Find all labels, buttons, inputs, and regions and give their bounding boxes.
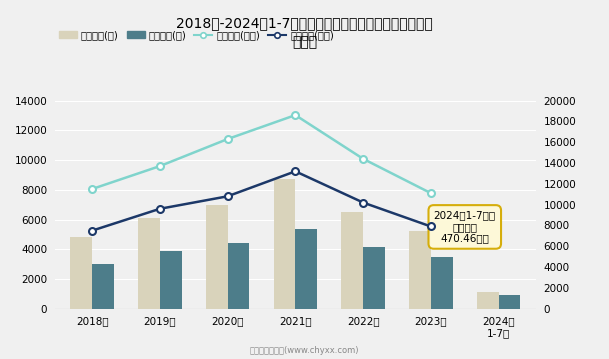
Bar [273,180,295,309]
Bar [477,292,499,309]
Bar [295,229,317,309]
Legend: 出让宗数(宗), 成交宗数(宗), 出让面积(万㎡), 成交面积(万㎡): 出让宗数(宗), 成交宗数(宗), 出让面积(万㎡), 成交面积(万㎡) [55,27,338,45]
Bar [71,237,92,309]
Line: 出让面积(万㎡): 出让面积(万㎡) [88,112,434,197]
Bar [342,212,363,309]
Bar [206,205,228,309]
Bar [499,295,520,309]
出让面积(万㎡) [88,187,96,191]
成交面积(万㎡) [156,207,163,211]
Bar [160,251,181,309]
Text: 2024年1-7月末
成交面积
470.46万㎡: 2024年1-7月末 成交面积 470.46万㎡ [434,210,496,243]
出让面积(万㎡) [428,191,435,195]
出让面积(万㎡) [156,164,163,168]
出让面积(万㎡) [224,137,231,141]
Text: 2018年-2024年1-7月贵州省全部用地土地供应与成交情况
统计图: 2018年-2024年1-7月贵州省全部用地土地供应与成交情况 统计图 [176,16,433,50]
Text: 制图：智研咨询(www.chyxx.com): 制图：智研咨询(www.chyxx.com) [250,346,359,355]
Bar [92,264,114,309]
Bar [431,257,452,309]
成交面积(万㎡) [88,228,96,233]
Bar [409,232,431,309]
出让面积(万㎡) [292,113,299,117]
Bar [228,243,249,309]
成交面积(万㎡) [224,194,231,199]
Bar [138,218,160,309]
成交面积(万㎡) [292,169,299,173]
出让面积(万㎡) [359,157,367,161]
Bar [363,247,385,309]
成交面积(万㎡) [359,200,367,205]
Line: 成交面积(万㎡): 成交面积(万㎡) [88,168,434,234]
成交面积(万㎡) [428,224,435,229]
